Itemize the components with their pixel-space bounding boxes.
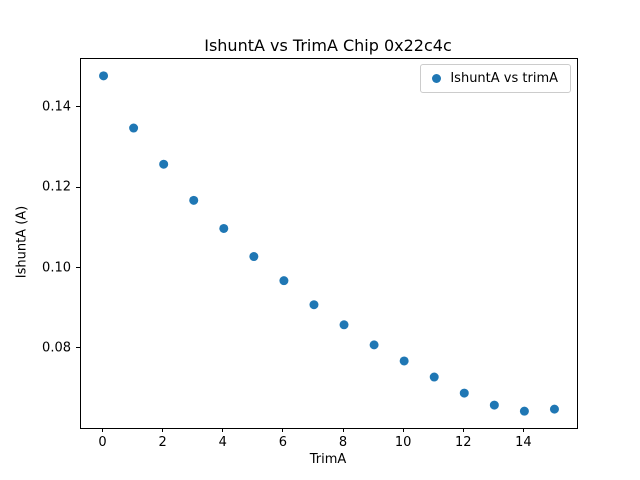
- scatter-point: [249, 252, 259, 262]
- scatter-point: [99, 71, 109, 81]
- x-axis-tick: [462, 428, 464, 432]
- scatter-point: [489, 400, 499, 410]
- x-axis-tick: [402, 428, 404, 432]
- chart-title: IshuntA vs TrimA Chip 0x22c4c: [204, 36, 452, 55]
- scatter-point: [279, 276, 289, 286]
- y-axis-tick: [76, 347, 80, 349]
- x-axis-tick: [102, 428, 104, 432]
- scatter-point: [159, 159, 169, 169]
- scatter-point: [459, 388, 469, 398]
- x-tick-label: 2: [158, 435, 167, 450]
- x-tick-label: 12: [454, 435, 472, 450]
- scatter-point: [369, 340, 379, 350]
- y-axis-tick: [76, 267, 80, 269]
- y-tick-label: 0.14: [42, 99, 71, 115]
- x-axis-tick: [162, 428, 164, 432]
- y-tick-label: 0.10: [42, 260, 71, 276]
- y-tick-label: 0.08: [42, 340, 71, 356]
- y-axis-tick: [76, 106, 80, 108]
- y-tick-label: 0.12: [42, 179, 71, 195]
- y-axis-tick: [76, 186, 80, 188]
- legend: IshuntA vs trimA: [420, 64, 571, 93]
- x-tick-label: 14: [515, 435, 532, 450]
- x-tick-label: 0: [98, 435, 107, 450]
- scatter-point: [309, 300, 319, 310]
- x-tick-label: 8: [338, 435, 348, 450]
- y-axis-label: IshuntA (A): [14, 205, 30, 279]
- plot-area: IshuntA vs trimA: [80, 58, 578, 429]
- x-axis-tick: [222, 428, 224, 432]
- x-tick-label: 10: [394, 435, 412, 450]
- legend-marker-dot: [432, 74, 442, 83]
- x-axis-tick: [282, 428, 284, 432]
- scatter-point: [519, 406, 529, 416]
- scatter-point: [399, 356, 409, 366]
- scatter-point: [339, 320, 349, 330]
- data-points-layer: [99, 71, 559, 416]
- scatter-point: [549, 404, 559, 414]
- scatter-point: [219, 223, 229, 233]
- scatter-point: [189, 195, 199, 205]
- scatter-point: [129, 123, 139, 133]
- x-tick-label: 6: [278, 435, 288, 450]
- x-tick-label: 4: [218, 435, 227, 450]
- scatter-point: [429, 372, 439, 382]
- legend-label: IshuntA vs trimA: [450, 71, 558, 86]
- x-axis-tick: [522, 428, 524, 432]
- x-axis-label: TrimA: [309, 452, 347, 467]
- x-axis-tick: [342, 428, 344, 432]
